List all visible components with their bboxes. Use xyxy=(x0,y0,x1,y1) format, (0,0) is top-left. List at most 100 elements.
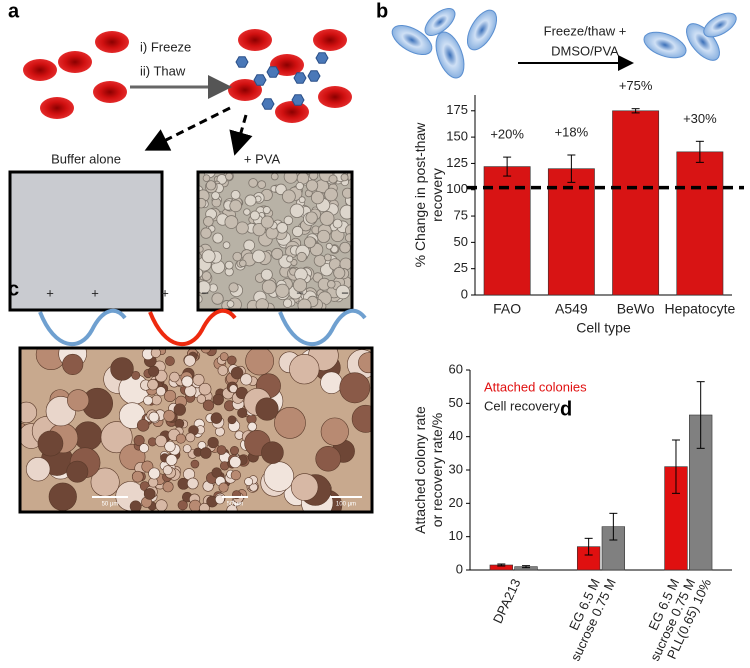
grain xyxy=(143,395,153,406)
polymer xyxy=(307,70,321,82)
y-tick-label: 0 xyxy=(461,286,468,301)
crystal xyxy=(339,204,352,220)
sign: − xyxy=(296,285,304,300)
annotation: +30% xyxy=(683,111,717,126)
y-tick-label: 0 xyxy=(456,561,463,576)
ice-grains xyxy=(20,348,372,512)
crystal xyxy=(261,279,277,295)
grain xyxy=(261,441,284,464)
grain xyxy=(139,443,149,453)
crystal xyxy=(244,194,257,207)
scale-bar-label: 50 μm xyxy=(102,502,119,508)
crystal xyxy=(229,199,242,213)
red-blood-cells xyxy=(23,29,352,123)
grain xyxy=(227,355,237,366)
grain xyxy=(164,440,176,453)
grain xyxy=(155,499,168,512)
grain xyxy=(227,415,237,425)
cells-before xyxy=(391,8,498,79)
grain xyxy=(25,456,51,482)
grain xyxy=(212,393,224,406)
crystal xyxy=(339,241,351,254)
crystal xyxy=(257,180,267,189)
rbc xyxy=(238,29,272,51)
crystal xyxy=(239,259,247,268)
annotation: +75% xyxy=(619,78,653,93)
rbc xyxy=(313,29,347,51)
crystal xyxy=(224,260,234,270)
sign: + xyxy=(91,285,99,300)
grain xyxy=(229,446,239,456)
polymer xyxy=(266,66,280,78)
y-tick-label: 60 xyxy=(449,361,463,376)
crystal xyxy=(276,222,288,234)
crystal xyxy=(205,180,217,191)
legend-entry: Attached colonies xyxy=(484,379,587,394)
crystal xyxy=(226,300,235,308)
panel-letter: a xyxy=(8,0,20,22)
grain xyxy=(165,454,178,466)
crystal xyxy=(252,222,266,237)
grain xyxy=(215,426,225,437)
crystal xyxy=(243,208,251,216)
grain xyxy=(315,445,341,472)
grain xyxy=(177,500,188,511)
grain xyxy=(110,357,134,381)
crystal xyxy=(262,206,271,215)
y-tick-label: 150 xyxy=(446,129,468,144)
grain xyxy=(217,365,229,376)
crystal xyxy=(317,229,331,244)
grain xyxy=(210,412,223,424)
grain xyxy=(207,436,219,449)
crystal xyxy=(295,182,304,191)
crystal xyxy=(212,232,224,244)
rbc xyxy=(275,101,309,123)
grain xyxy=(230,366,244,380)
x-axis-label: Cell type xyxy=(576,320,631,336)
grain xyxy=(190,459,200,469)
grain xyxy=(226,504,238,512)
crystal xyxy=(198,197,207,209)
crystal xyxy=(281,189,296,204)
x-tick-label: BeWo xyxy=(617,301,655,317)
image-caption: + PVA xyxy=(244,151,281,166)
micrograph-frame xyxy=(196,170,354,312)
caption: DMSO/PVA xyxy=(551,43,619,58)
crystal xyxy=(335,284,351,300)
rbc xyxy=(228,79,262,101)
x-tick-label: Hepatocyte xyxy=(664,301,735,317)
caption: Freeze/thaw + xyxy=(544,23,627,38)
grain xyxy=(186,477,199,490)
grain xyxy=(289,354,320,385)
grain xyxy=(143,488,156,500)
grain xyxy=(320,417,349,446)
crystal xyxy=(344,233,352,243)
x-tick-label: A549 xyxy=(555,301,588,317)
crystal xyxy=(198,280,211,295)
grain xyxy=(244,477,254,487)
y-tick-label: 30 xyxy=(449,461,463,476)
grain xyxy=(175,433,186,444)
polymer xyxy=(293,72,307,84)
rbc xyxy=(58,51,92,73)
crystal xyxy=(228,282,239,293)
crystal xyxy=(323,253,332,262)
grain xyxy=(131,470,144,483)
polymer xyxy=(315,52,329,64)
strip-frame xyxy=(18,346,374,514)
grain xyxy=(100,421,133,454)
crystal xyxy=(224,215,239,229)
polymer xyxy=(253,74,267,86)
grain xyxy=(255,397,279,421)
annotation: +20% xyxy=(490,127,524,142)
crystal xyxy=(248,178,258,188)
grain xyxy=(154,434,168,448)
grain xyxy=(147,379,159,391)
y-tick-label: 100 xyxy=(446,181,468,196)
crystal xyxy=(286,255,294,263)
step-label: i) Freeze xyxy=(140,39,191,54)
y-tick-label: 50 xyxy=(449,395,463,410)
legend-entry: Cell recovery xyxy=(484,398,560,413)
rbc xyxy=(93,81,127,103)
sign: + xyxy=(46,285,54,300)
